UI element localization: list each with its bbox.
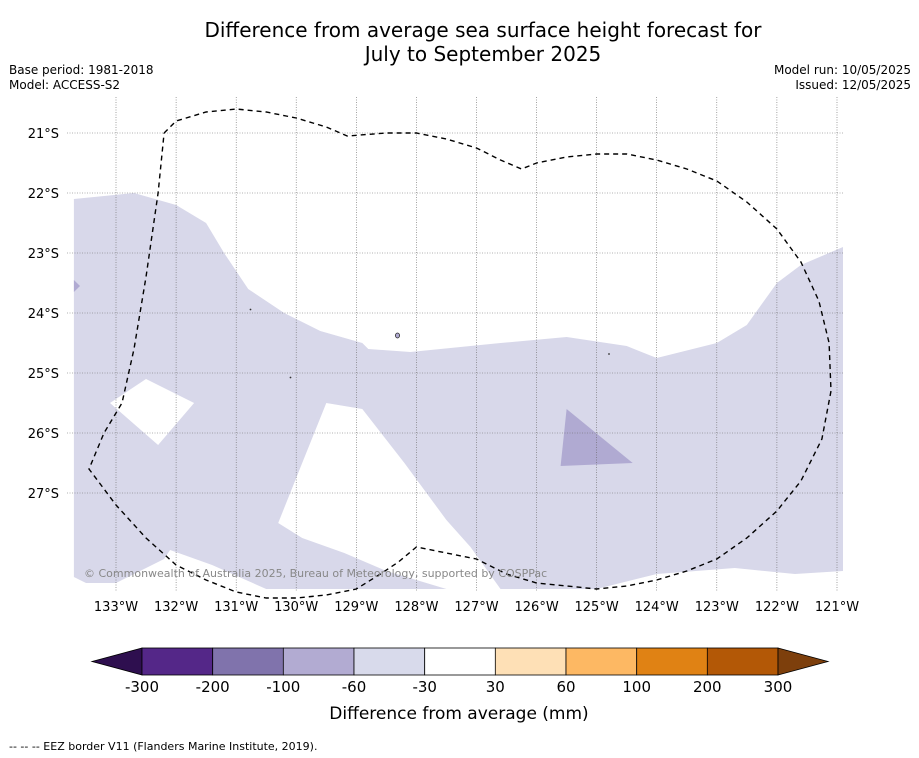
chart-title: Difference from average sea surface heig…	[0, 18, 919, 66]
lon-tick-label: 131°W	[214, 600, 258, 615]
lat-tick-label: 27°S	[28, 487, 59, 502]
lat-tick-label: 26°S	[28, 427, 59, 442]
anomaly-region	[73, 193, 843, 589]
lat-tick-label: 25°S	[28, 367, 59, 382]
lon-tick-label: 125°W	[575, 600, 619, 615]
lon-tick-label: 121°W	[815, 600, 859, 615]
lon-tick-label: 133°W	[94, 600, 138, 615]
colorbar-swatch	[706, 647, 779, 676]
colorbar: -300 -200 -100 -60 -30 30 60 100 200 300	[90, 647, 830, 696]
colorbar-swatch	[353, 647, 426, 676]
colorbar-tick-label: -60	[342, 678, 367, 696]
lon-tick-label: 130°W	[274, 600, 318, 615]
colorbar-swatch	[636, 647, 708, 676]
lon-tick-label: 127°W	[454, 600, 498, 615]
colorbar-swatch	[565, 647, 638, 676]
latitude-labels: 21°S 22°S 23°S 24°S 25°S 26°S 27°S	[28, 127, 59, 502]
model-info: Base period: 1981-2018 Model: ACCESS-S2	[9, 63, 154, 93]
feature-speck	[608, 353, 610, 355]
colorbar-under-arrow	[90, 647, 143, 676]
model-run-text: Model run: 10/05/2025	[773, 63, 911, 77]
colorbar-tick-label: -100	[266, 678, 300, 696]
lon-tick-label: 126°W	[515, 600, 559, 615]
lon-tick-label: 132°W	[154, 600, 198, 615]
colorbar-tick-label: 200	[693, 678, 722, 696]
lon-tick-label: 128°W	[394, 600, 438, 615]
colorbar-swatch	[141, 647, 214, 676]
lon-tick-label: 123°W	[695, 600, 739, 615]
footnote: -- -- -- EEZ border V11 (Flanders Marine…	[9, 740, 318, 753]
colorbar-tick-label: 300	[764, 678, 793, 696]
colorbar-swatch	[494, 647, 567, 676]
title-line-1: Difference from average sea surface heig…	[204, 18, 762, 42]
colorbar-over-arrow	[777, 647, 830, 676]
colorbar-swatch	[282, 647, 355, 676]
colorbar-tick-label: 30	[486, 678, 505, 696]
colorbar-tick-label: 60	[556, 678, 575, 696]
lat-tick-label: 21°S	[28, 127, 59, 142]
lon-tick-label: 129°W	[334, 600, 378, 615]
issued-date-text: Issued: 12/05/2025	[795, 78, 911, 92]
colorbar-tick-label: -200	[196, 678, 230, 696]
colorbar-tick-label: 100	[622, 678, 651, 696]
longitude-labels: 133°W 132°W 131°W 130°W 129°W 128°W 127°W 126°W…	[94, 600, 859, 615]
lat-tick-label: 22°S	[28, 187, 59, 202]
feature-speck	[249, 308, 252, 311]
lon-tick-label: 122°W	[755, 600, 799, 615]
colorbar-swatch	[212, 647, 284, 676]
title-line-2: July to September 2025	[364, 42, 602, 66]
base-period-text: Base period: 1981-2018	[9, 63, 154, 77]
colorbar-tick-label: -300	[125, 678, 159, 696]
copyright-text: © Commonwealth of Australia 2025, Bureau…	[84, 567, 547, 580]
colorbar-label: Difference from average (mm)	[329, 704, 588, 724]
eez-boundary-line	[88, 108, 832, 599]
run-info: Model run: 10/05/2025 Issued: 12/05/2025	[774, 63, 911, 93]
feature-speck	[289, 376, 292, 379]
lat-tick-label: 23°S	[28, 247, 59, 262]
colorbar-swatch	[424, 647, 496, 676]
small-features	[249, 308, 610, 379]
anomaly-region	[73, 280, 80, 292]
lon-tick-label: 124°W	[635, 600, 679, 615]
anomaly-field	[73, 193, 843, 589]
lat-tick-label: 24°S	[28, 307, 59, 322]
graticule	[67, 97, 843, 592]
feature-speck	[395, 332, 400, 339]
colorbar-tick-label: -30	[412, 678, 437, 696]
model-name-text: Model: ACCESS-S2	[9, 78, 121, 92]
